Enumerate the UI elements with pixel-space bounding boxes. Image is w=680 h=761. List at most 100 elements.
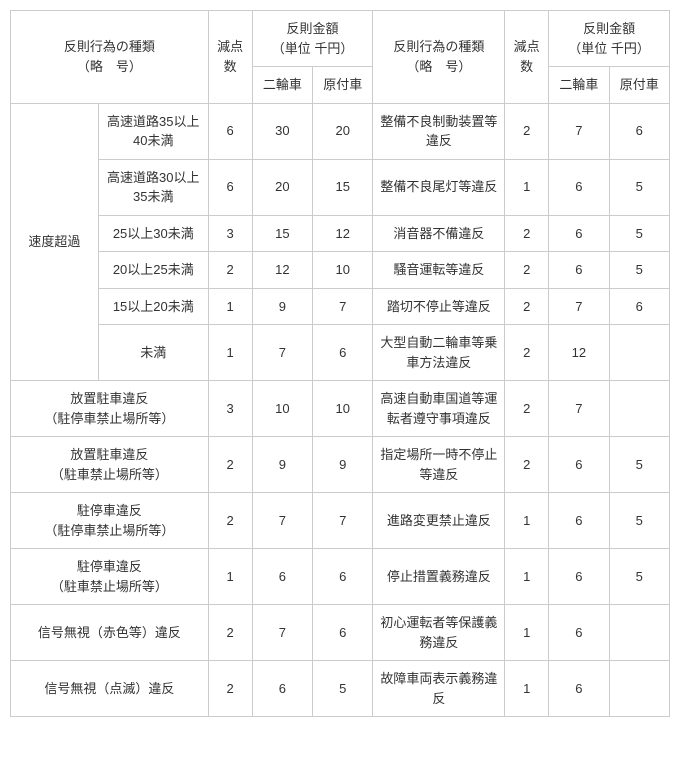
hdr-violation-l: 反則行為の種類（略 号） bbox=[11, 11, 209, 104]
table-row: 駐停車違反（駐車禁止場所等）166停止措置義務違反165 bbox=[11, 549, 670, 605]
cell: 1 bbox=[208, 549, 252, 605]
table-row: 信号無視（赤色等）違反276初心運転者等保護義務違反16 bbox=[11, 605, 670, 661]
cell: 6 bbox=[549, 605, 609, 661]
cell: 大型自動二輪車等乗車方法違反 bbox=[373, 325, 505, 381]
cell: 6 bbox=[549, 252, 609, 289]
cell: 整備不良尾灯等違反 bbox=[373, 159, 505, 215]
cell: 未満 bbox=[98, 325, 208, 381]
cell: 5 bbox=[609, 493, 669, 549]
cell: 7 bbox=[252, 605, 312, 661]
cell: 9 bbox=[313, 437, 373, 493]
cell: 15 bbox=[252, 215, 312, 252]
cell: 高速道路35以上40未満 bbox=[98, 103, 208, 159]
hdr-twowheel-r: 二輪車 bbox=[549, 67, 609, 104]
cell: 2 bbox=[505, 381, 549, 437]
cell: 1 bbox=[208, 288, 252, 325]
cell: 6 bbox=[549, 661, 609, 717]
cell: 整備不良制動装置等違反 bbox=[373, 103, 505, 159]
cell: 1 bbox=[505, 493, 549, 549]
cell: 指定場所一時不停止等違反 bbox=[373, 437, 505, 493]
cell bbox=[609, 661, 669, 717]
cell: 6 bbox=[609, 288, 669, 325]
cell: 15以上20未満 bbox=[98, 288, 208, 325]
cell: 6 bbox=[313, 605, 373, 661]
cell: 10 bbox=[252, 381, 312, 437]
cell: 2 bbox=[208, 252, 252, 289]
cell: 30 bbox=[252, 103, 312, 159]
cell: 放置駐車違反（駐車禁止場所等） bbox=[11, 437, 209, 493]
cell: 12 bbox=[549, 325, 609, 381]
cell: 故障車両表示義務違反 bbox=[373, 661, 505, 717]
cell: 2 bbox=[208, 493, 252, 549]
violations-table: 反則行為の種類（略 号） 減点数 反則金額（単位 千円） 反則行為の種類（略 号… bbox=[10, 10, 670, 717]
cell: 5 bbox=[609, 437, 669, 493]
cell: 7 bbox=[252, 325, 312, 381]
table-row: 未満176大型自動二輪車等乗車方法違反212 bbox=[11, 325, 670, 381]
table-row: 駐停車違反（駐停車禁止場所等）277進路変更禁止違反165 bbox=[11, 493, 670, 549]
cell: 信号無視（点滅）違反 bbox=[11, 661, 209, 717]
hdr-moped-r: 原付車 bbox=[609, 67, 669, 104]
table-row: 放置駐車違反（駐停車禁止場所等）31010高速自動車国道等運転者遵守事項違反27 bbox=[11, 381, 670, 437]
group-label: 速度超過 bbox=[11, 103, 99, 381]
cell: 放置駐車違反（駐停車禁止場所等） bbox=[11, 381, 209, 437]
cell: 6 bbox=[549, 437, 609, 493]
cell: 1 bbox=[505, 159, 549, 215]
cell: 停止措置義務違反 bbox=[373, 549, 505, 605]
cell: 2 bbox=[505, 288, 549, 325]
cell: 6 bbox=[252, 549, 312, 605]
cell: 6 bbox=[549, 549, 609, 605]
cell: 3 bbox=[208, 215, 252, 252]
cell: 2 bbox=[208, 605, 252, 661]
cell: 9 bbox=[252, 437, 312, 493]
cell: 7 bbox=[549, 288, 609, 325]
cell: 1 bbox=[505, 605, 549, 661]
table-row: 25以上30未満31512消音器不備違反265 bbox=[11, 215, 670, 252]
cell: 5 bbox=[313, 661, 373, 717]
hdr-violation-r: 反則行為の種類（略 号） bbox=[373, 11, 505, 104]
hdr-moped-l: 原付車 bbox=[313, 67, 373, 104]
hdr-twowheel-l: 二輪車 bbox=[252, 67, 312, 104]
table-row: 放置駐車違反（駐車禁止場所等）299指定場所一時不停止等違反265 bbox=[11, 437, 670, 493]
cell: 3 bbox=[208, 381, 252, 437]
hdr-fine-r: 反則金額（単位 千円） bbox=[549, 11, 670, 67]
cell: 6 bbox=[549, 159, 609, 215]
table-row: 高速道路30以上35未満62015整備不良尾灯等違反165 bbox=[11, 159, 670, 215]
cell: 1 bbox=[505, 549, 549, 605]
cell: 7 bbox=[252, 493, 312, 549]
cell bbox=[609, 605, 669, 661]
cell: 9 bbox=[252, 288, 312, 325]
cell: 消音器不備違反 bbox=[373, 215, 505, 252]
cell: 6 bbox=[549, 215, 609, 252]
cell: 10 bbox=[313, 252, 373, 289]
cell bbox=[609, 381, 669, 437]
cell: 5 bbox=[609, 215, 669, 252]
cell: 7 bbox=[313, 288, 373, 325]
cell: 7 bbox=[313, 493, 373, 549]
cell: 6 bbox=[208, 159, 252, 215]
cell bbox=[609, 325, 669, 381]
cell: 1 bbox=[505, 661, 549, 717]
cell: 駐停車違反（駐車禁止場所等） bbox=[11, 549, 209, 605]
cell: 6 bbox=[549, 493, 609, 549]
cell: 20以上25未満 bbox=[98, 252, 208, 289]
table-row: 20以上25未満21210騒音運転等違反265 bbox=[11, 252, 670, 289]
cell: 7 bbox=[549, 381, 609, 437]
cell: 駐停車違反（駐停車禁止場所等） bbox=[11, 493, 209, 549]
hdr-points-l: 減点数 bbox=[208, 11, 252, 104]
cell: 6 bbox=[313, 549, 373, 605]
cell: 信号無視（赤色等）違反 bbox=[11, 605, 209, 661]
cell: 7 bbox=[549, 103, 609, 159]
cell: 5 bbox=[609, 159, 669, 215]
cell: 2 bbox=[505, 437, 549, 493]
cell: 進路変更禁止違反 bbox=[373, 493, 505, 549]
cell: 12 bbox=[252, 252, 312, 289]
cell: 2 bbox=[505, 252, 549, 289]
cell: 2 bbox=[505, 103, 549, 159]
hdr-fine-l: 反則金額（単位 千円） bbox=[252, 11, 373, 67]
cell: 5 bbox=[609, 252, 669, 289]
table-row: 15以上20未満197踏切不停止等違反276 bbox=[11, 288, 670, 325]
hdr-points-r: 減点数 bbox=[505, 11, 549, 104]
cell: 6 bbox=[208, 103, 252, 159]
cell: 25以上30未満 bbox=[98, 215, 208, 252]
cell: 20 bbox=[252, 159, 312, 215]
